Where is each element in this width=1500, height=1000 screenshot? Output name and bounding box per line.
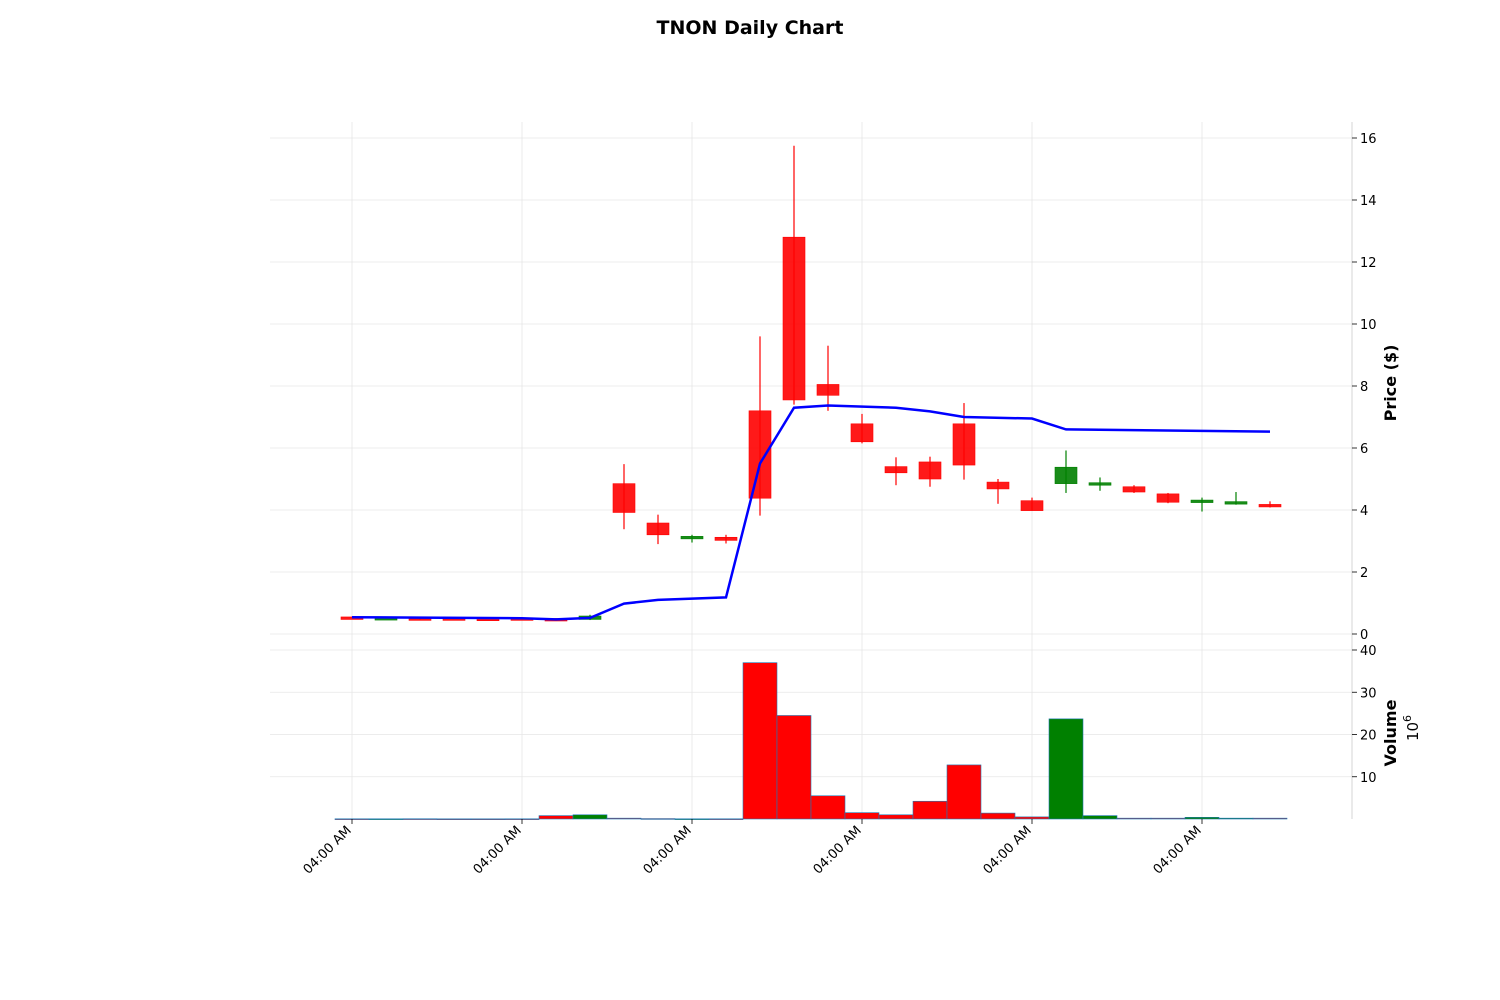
candle-body bbox=[1190, 499, 1214, 503]
x-gridlines bbox=[351, 122, 1203, 819]
x-tick-label: 04:00 AM bbox=[301, 823, 355, 877]
price-axis: 0 2 4 6 8 10 12 14 16 bbox=[1351, 122, 1377, 650]
candle-body bbox=[1224, 501, 1248, 505]
candlestick bbox=[884, 457, 908, 486]
candle-body bbox=[1122, 486, 1146, 493]
x-axis: 04:00 AM 04:00 AM 04:00 AM 04:00 AM 04:00 AM… bbox=[301, 819, 1205, 877]
volume-bar bbox=[1184, 817, 1220, 820]
volume-axis: 10 20 30 40 bbox=[1351, 644, 1377, 819]
volume-bar bbox=[708, 818, 744, 820]
price-tick-label: 14 bbox=[1360, 194, 1377, 209]
volume-bar bbox=[980, 812, 1016, 820]
candle-body bbox=[1088, 482, 1112, 486]
candle-body bbox=[850, 423, 874, 443]
candlestick bbox=[714, 534, 738, 544]
candle-body bbox=[680, 536, 704, 540]
volume-bar bbox=[810, 795, 846, 820]
candlestick bbox=[986, 479, 1010, 504]
volume-bar bbox=[470, 818, 506, 820]
volume-bar bbox=[640, 818, 676, 820]
candle-body bbox=[1258, 504, 1282, 508]
volume-bar bbox=[1116, 817, 1152, 820]
x-tick-label: 04:00 AM bbox=[811, 823, 865, 877]
volume-tick-label: 10 bbox=[1360, 771, 1377, 786]
volume-bar bbox=[572, 814, 608, 820]
candle-body bbox=[612, 483, 636, 513]
price-gridlines bbox=[270, 137, 1352, 635]
candlestick bbox=[1088, 477, 1112, 491]
candle-body bbox=[646, 522, 670, 536]
candle-body bbox=[816, 384, 840, 396]
candlestick bbox=[646, 514, 670, 545]
price-tick-label: 16 bbox=[1360, 132, 1377, 147]
volume-bar bbox=[1150, 817, 1186, 820]
volume-bar bbox=[368, 818, 404, 820]
candlestick bbox=[850, 413, 874, 444]
candlestick bbox=[1156, 492, 1180, 504]
volume-bar bbox=[844, 812, 880, 820]
x-tick-label: 04:00 AM bbox=[981, 823, 1035, 877]
candle-body bbox=[714, 536, 738, 541]
volume-bar bbox=[436, 818, 472, 820]
volume-bar bbox=[1218, 817, 1254, 820]
volume-bar bbox=[606, 817, 642, 820]
volume-bar bbox=[776, 715, 812, 820]
volume-bar bbox=[1082, 815, 1118, 820]
volume-bar bbox=[742, 662, 778, 820]
candlestick bbox=[748, 336, 772, 516]
volume-tick-label: 30 bbox=[1360, 686, 1377, 701]
candlesticks bbox=[340, 145, 1282, 622]
volume-scale-label: 106 bbox=[1401, 715, 1422, 741]
candlestick bbox=[1258, 501, 1282, 508]
candle-body bbox=[1156, 493, 1180, 503]
price-tick-label: 10 bbox=[1360, 318, 1377, 333]
volume-bars bbox=[334, 662, 1288, 820]
volume-bar bbox=[1048, 718, 1084, 820]
candlestick bbox=[612, 464, 636, 530]
candlestick bbox=[1224, 492, 1248, 505]
price-tick-label: 2 bbox=[1360, 566, 1368, 581]
volume-bar bbox=[878, 814, 914, 820]
volume-axis-label: Volume bbox=[1381, 699, 1400, 766]
volume-bar bbox=[402, 818, 438, 820]
candlestick bbox=[952, 403, 976, 480]
x-tick-label: 04:00 AM bbox=[471, 823, 525, 877]
candle-body bbox=[748, 410, 772, 499]
price-tick-label: 4 bbox=[1360, 504, 1368, 519]
x-tick-label: 04:00 AM bbox=[641, 823, 695, 877]
price-tick-label: 12 bbox=[1360, 256, 1377, 271]
price-axis-label: Price ($) bbox=[1381, 345, 1400, 422]
candle-body bbox=[986, 481, 1010, 490]
price-tick-label: 0 bbox=[1360, 628, 1368, 643]
volume-bar bbox=[1252, 817, 1288, 820]
price-tick-label: 8 bbox=[1360, 380, 1368, 395]
candlestick bbox=[782, 145, 806, 405]
volume-bar bbox=[912, 800, 948, 820]
x-tick-label: 04:00 AM bbox=[1151, 823, 1205, 877]
chart-title: TNON Daily Chart bbox=[656, 17, 844, 39]
volume-tick-label: 20 bbox=[1360, 729, 1377, 744]
candlestick bbox=[1020, 497, 1044, 511]
candlestick bbox=[680, 534, 704, 543]
volume-tick-label: 40 bbox=[1360, 644, 1377, 659]
candle-body bbox=[952, 423, 976, 466]
candlestick bbox=[1054, 450, 1078, 493]
price-tick-label: 6 bbox=[1360, 442, 1368, 457]
volume-bar bbox=[538, 815, 574, 820]
candlestick bbox=[1122, 485, 1146, 493]
candlestick bbox=[816, 345, 840, 411]
volume-bar bbox=[946, 764, 982, 820]
candle-body bbox=[1054, 466, 1078, 484]
moving-average-line bbox=[351, 404, 1271, 621]
candle-body bbox=[1020, 500, 1044, 511]
volume-bar bbox=[1014, 816, 1050, 820]
candle-body bbox=[884, 466, 908, 474]
candlestick bbox=[918, 456, 942, 487]
candle-body bbox=[918, 461, 942, 480]
candle-body bbox=[782, 236, 806, 401]
candlestick bbox=[1190, 497, 1214, 512]
